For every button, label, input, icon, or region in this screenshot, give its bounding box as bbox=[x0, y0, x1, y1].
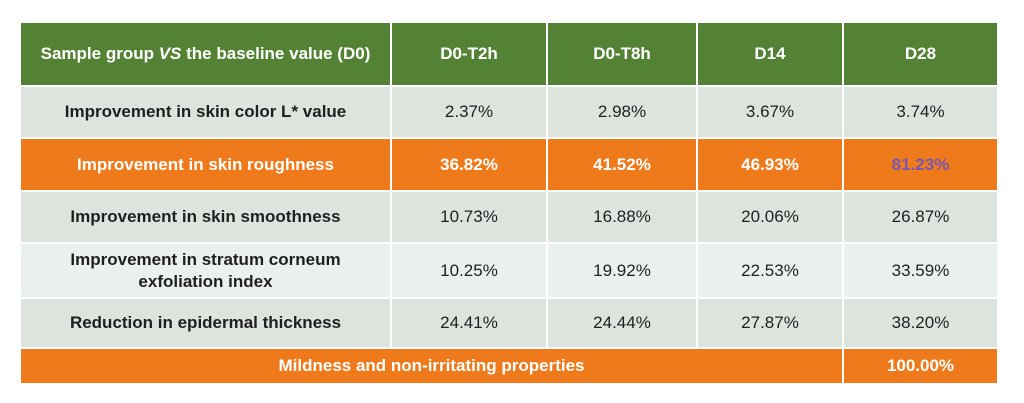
row-label: Improvement in skin smoothness bbox=[19, 190, 392, 244]
cell-value: 36.82% bbox=[390, 137, 548, 192]
results-table: Sample group VS the baseline value (D0) … bbox=[19, 21, 999, 385]
cell-value: 16.88% bbox=[546, 190, 698, 244]
cell-value: 38.20% bbox=[842, 297, 999, 349]
header-sample-group: Sample group VS the baseline value (D0) bbox=[19, 21, 392, 87]
footer-row: Mildness and non-irritating properties 1… bbox=[19, 347, 999, 385]
cell-value: 3.74% bbox=[842, 85, 999, 139]
cell-value: 2.37% bbox=[390, 85, 548, 139]
cell-value: 27.87% bbox=[696, 297, 844, 349]
header-row: Sample group VS the baseline value (D0) … bbox=[19, 21, 999, 87]
cell-value: 2.98% bbox=[546, 85, 698, 139]
header-col-d0-t8h: D0-T8h bbox=[546, 21, 698, 87]
header-col-d14: D14 bbox=[696, 21, 844, 87]
cell-value: 20.06% bbox=[696, 190, 844, 244]
table-row-skin-roughness: Improvement in skin roughness 36.82% 41.… bbox=[19, 137, 999, 192]
cell-value: 24.44% bbox=[546, 297, 698, 349]
table-row-stratum-corneum: Improvement in stratum corneum exfoliatio… bbox=[19, 242, 999, 299]
cell-value: 26.87% bbox=[842, 190, 999, 244]
vs-italic: VS bbox=[158, 44, 182, 63]
table-row-epidermal-thickness: Reduction in epidermal thickness 24.41% … bbox=[19, 297, 999, 349]
cell-value: 10.73% bbox=[390, 190, 548, 244]
cell-value: 41.52% bbox=[546, 137, 698, 192]
table-row-skin-color: Improvement in skin color L* value 2.37%… bbox=[19, 85, 999, 139]
cell-value: 19.92% bbox=[546, 242, 698, 299]
table-row-skin-smoothness: Improvement in skin smoothness 10.73% 16… bbox=[19, 190, 999, 244]
cell-value: 24.41% bbox=[390, 297, 548, 349]
cell-value: 46.93% bbox=[696, 137, 844, 192]
header-col-d0-t2h: D0-T2h bbox=[390, 21, 548, 87]
row-label: Improvement in skin roughness bbox=[19, 137, 392, 192]
row-label: Improvement in stratum corneum exfoliatio… bbox=[19, 242, 392, 299]
header-col-d28: D28 bbox=[842, 21, 999, 87]
cell-value: 22.53% bbox=[696, 242, 844, 299]
cell-value-highlight: 81.23% bbox=[842, 137, 999, 192]
footer-label: Mildness and non-irritating properties bbox=[19, 347, 844, 385]
footer-value: 100.00% bbox=[842, 347, 999, 385]
cell-value: 10.25% bbox=[390, 242, 548, 299]
cell-value: 33.59% bbox=[842, 242, 999, 299]
row-label: Reduction in epidermal thickness bbox=[19, 297, 392, 349]
cell-value: 3.67% bbox=[696, 85, 844, 139]
row-label: Improvement in skin color L* value bbox=[19, 85, 392, 139]
